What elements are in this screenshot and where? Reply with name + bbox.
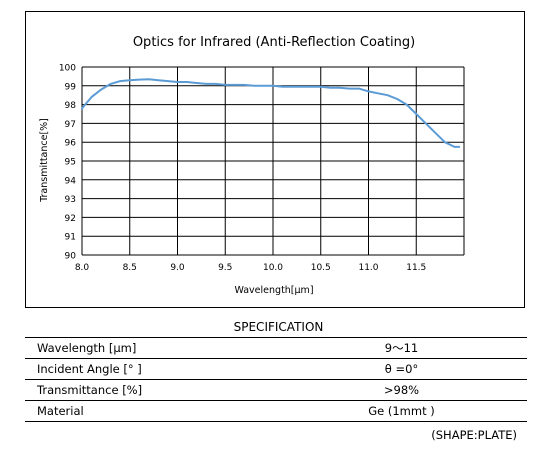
x-tick-label: 9.0 (170, 263, 185, 273)
spec-table: Wavelength [μm] 9〜11 Incident Angle [° ]… (25, 337, 527, 422)
y-tick-label: 94 (65, 176, 77, 186)
x-tick-label: 10.0 (263, 263, 283, 273)
y-tick-label: 96 (65, 139, 77, 149)
spec-value: >98% (276, 379, 527, 401)
y-axis-label: Transmittance[%] (39, 118, 50, 203)
x-tick-label: 8.0 (75, 263, 90, 273)
x-axis-label: Wavelength[μm] (234, 285, 313, 296)
x-tick-label: 8.5 (123, 263, 137, 273)
spec-label: Incident Angle [° ] (25, 358, 276, 380)
chart-title: Optics for Infrared (Anti-Reflection Coa… (133, 35, 415, 50)
y-tick-label: 98 (65, 101, 77, 111)
spec-row-wavelength: Wavelength [μm] 9〜11 (25, 337, 527, 359)
y-tick-label: 92 (65, 214, 76, 224)
y-tick-label: 91 (65, 233, 76, 243)
x-tick-label: 9.5 (218, 263, 232, 273)
spec-row-transmittance: Transmittance [%] >98% (25, 379, 527, 401)
spec-row-material: Material Ge (1mmt ) (25, 400, 527, 422)
y-tick-label: 93 (65, 195, 76, 205)
spec-value: θ =0° (276, 358, 527, 380)
x-tick-label: 11.0 (358, 263, 378, 273)
series-line (81, 78, 461, 148)
spec-label: Transmittance [%] (25, 379, 276, 401)
tick-layer: 90 91 92 93 94 95 96 97 98 99 100 8.0 8.5 9.0 9.5 10.0 1… (59, 64, 426, 274)
spec-title: SPECIFICATION (233, 320, 324, 334)
spec-label: Material (25, 400, 276, 422)
spec-value: 9〜11 (276, 337, 527, 359)
spec-value: Ge (1mmt ) (276, 400, 527, 422)
y-tick-label: 99 (65, 82, 77, 92)
chart-frame: Optics for Infrared (Anti-Reflection Coa… (25, 11, 525, 308)
spec-label: Wavelength [μm] (25, 337, 276, 359)
shape-note: (SHAPE:PLATE) (431, 428, 517, 442)
grid-layer (81, 66, 465, 256)
x-tick-label: 11.5 (406, 263, 426, 273)
y-tick-label: 100 (59, 64, 76, 74)
x-tick-label: 10.5 (311, 263, 331, 273)
transmittance-chart: Optics for Infrared (Anti-Reflection Coa… (39, 35, 465, 296)
y-tick-label: 97 (65, 120, 76, 130)
y-tick-label: 90 (65, 252, 77, 262)
spec-row-incident-angle: Incident Angle [° ] θ =0° (25, 358, 527, 380)
series-layer (81, 78, 461, 148)
y-tick-label: 95 (65, 158, 76, 168)
